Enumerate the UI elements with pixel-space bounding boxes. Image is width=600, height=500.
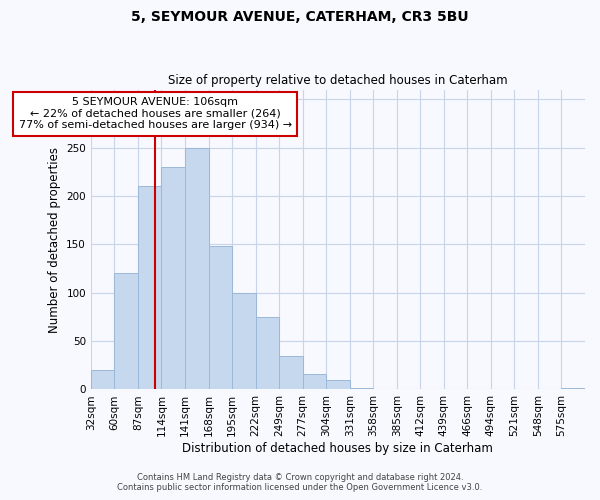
X-axis label: Distribution of detached houses by size in Caterham: Distribution of detached houses by size … [182,442,493,455]
Text: Contains HM Land Registry data © Crown copyright and database right 2024.
Contai: Contains HM Land Registry data © Crown c… [118,473,482,492]
Bar [115,274,138,390]
Bar [138,186,161,390]
Bar [232,292,256,390]
Bar [326,380,350,390]
Text: 5, SEYMOUR AVENUE, CATERHAM, CR3 5BU: 5, SEYMOUR AVENUE, CATERHAM, CR3 5BU [131,10,469,24]
Bar [209,246,232,390]
Text: 5 SEYMOUR AVENUE: 106sqm
← 22% of detached houses are smaller (264)
77% of semi-: 5 SEYMOUR AVENUE: 106sqm ← 22% of detach… [19,98,292,130]
Bar [279,356,302,390]
Bar [161,167,185,390]
Bar [256,317,279,390]
Bar [302,374,326,390]
Bar [91,370,115,390]
Bar [185,148,209,390]
Bar [350,388,373,390]
Bar [562,388,585,390]
Title: Size of property relative to detached houses in Caterham: Size of property relative to detached ho… [168,74,508,87]
Y-axis label: Number of detached properties: Number of detached properties [48,146,61,332]
